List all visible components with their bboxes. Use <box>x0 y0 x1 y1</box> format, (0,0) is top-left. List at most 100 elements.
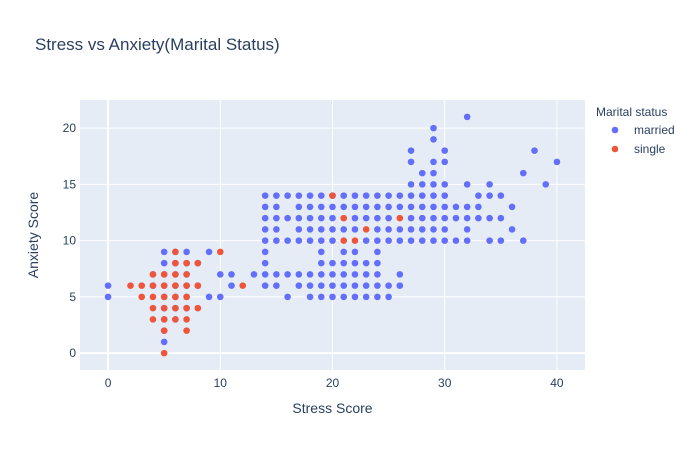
data-point-married <box>317 293 325 301</box>
data-point-married <box>497 192 505 199</box>
data-point-married <box>284 192 291 199</box>
legend-marker-married[interactable] <box>611 126 619 134</box>
data-point-married <box>250 271 258 278</box>
data-point-married <box>463 226 471 233</box>
data-point-married <box>306 226 314 233</box>
data-point-married <box>508 226 516 233</box>
data-point-single <box>172 293 179 301</box>
data-point-married <box>329 237 336 244</box>
data-point-single <box>194 259 202 267</box>
y-tick-label: 0 <box>69 346 76 360</box>
data-point-married <box>261 226 269 233</box>
data-point-married <box>329 293 336 301</box>
data-point-married <box>407 237 415 244</box>
data-point-married <box>160 248 168 256</box>
data-point-married <box>407 214 415 222</box>
data-point-single <box>329 192 336 199</box>
data-point-married <box>228 282 235 289</box>
data-point-married <box>362 282 370 289</box>
data-point-married <box>385 226 392 233</box>
data-point-married <box>329 271 336 278</box>
data-point-married <box>531 147 538 154</box>
data-point-married <box>104 282 112 289</box>
data-point-married <box>418 192 426 199</box>
data-point-married <box>452 237 460 244</box>
data-point-married <box>519 237 527 244</box>
data-point-married <box>216 293 224 301</box>
data-point-married <box>407 147 415 154</box>
data-point-married <box>273 203 280 211</box>
data-point-married <box>340 203 348 211</box>
data-point-married <box>519 169 527 177</box>
data-point-married <box>385 192 392 199</box>
data-point-single <box>160 304 168 312</box>
data-point-married <box>306 293 314 301</box>
data-point-single <box>351 237 359 244</box>
data-point-married <box>317 282 325 289</box>
data-point-single <box>160 316 168 323</box>
data-point-married <box>385 293 392 301</box>
legend-label-married[interactable]: married <box>634 123 675 137</box>
data-point-married <box>374 271 381 278</box>
data-point-married <box>396 203 404 211</box>
legend-title: Marital status <box>596 105 667 119</box>
x-tick-label: 10 <box>214 376 228 390</box>
data-point-married <box>497 237 505 244</box>
data-point-married <box>441 192 449 199</box>
data-point-married <box>340 271 348 278</box>
data-point-married <box>295 226 303 233</box>
data-point-married <box>463 203 471 211</box>
data-point-married <box>261 237 269 244</box>
data-point-married <box>317 226 325 233</box>
data-point-married <box>340 293 348 301</box>
legend-marker-single[interactable] <box>611 145 619 153</box>
data-point-married <box>452 214 460 222</box>
data-point-married <box>160 259 168 267</box>
data-point-married <box>160 338 168 346</box>
data-point-married <box>486 214 493 222</box>
data-point-married <box>418 181 426 188</box>
data-point-married <box>362 237 370 244</box>
data-point-married <box>351 282 359 289</box>
data-point-married <box>407 192 415 199</box>
data-point-married <box>261 248 269 256</box>
data-point-married <box>216 271 224 278</box>
data-point-married <box>418 214 426 222</box>
data-point-married <box>374 248 381 256</box>
data-point-married <box>441 237 449 244</box>
data-point-married <box>340 226 348 233</box>
data-point-married <box>385 282 392 289</box>
x-tick-label: 40 <box>550 376 564 390</box>
data-point-married <box>418 237 426 244</box>
data-point-married <box>306 192 314 199</box>
data-point-married <box>475 192 482 199</box>
data-point-married <box>486 237 493 244</box>
data-point-married <box>385 203 392 211</box>
data-point-married <box>351 192 359 199</box>
data-point-married <box>295 203 303 211</box>
data-point-single <box>149 282 157 289</box>
data-point-married <box>463 181 471 188</box>
data-point-married <box>273 214 280 222</box>
data-point-married <box>273 226 280 233</box>
x-tick-label: 20 <box>326 376 340 390</box>
data-point-married <box>329 214 336 222</box>
data-point-married <box>306 214 314 222</box>
data-point-married <box>362 192 370 199</box>
data-point-married <box>228 271 235 278</box>
data-point-married <box>441 147 449 154</box>
y-tick-label: 10 <box>63 234 77 248</box>
data-point-married <box>273 237 280 244</box>
data-point-single <box>183 293 190 301</box>
data-point-married <box>261 271 269 278</box>
data-point-married <box>430 158 437 166</box>
data-point-married <box>475 203 482 211</box>
data-point-single <box>138 282 146 289</box>
legend-label-single[interactable]: single <box>634 142 666 156</box>
data-point-married <box>497 214 505 222</box>
data-point-married <box>463 237 471 244</box>
data-point-married <box>407 158 415 166</box>
data-point-married <box>284 214 291 222</box>
data-point-married <box>374 237 381 244</box>
